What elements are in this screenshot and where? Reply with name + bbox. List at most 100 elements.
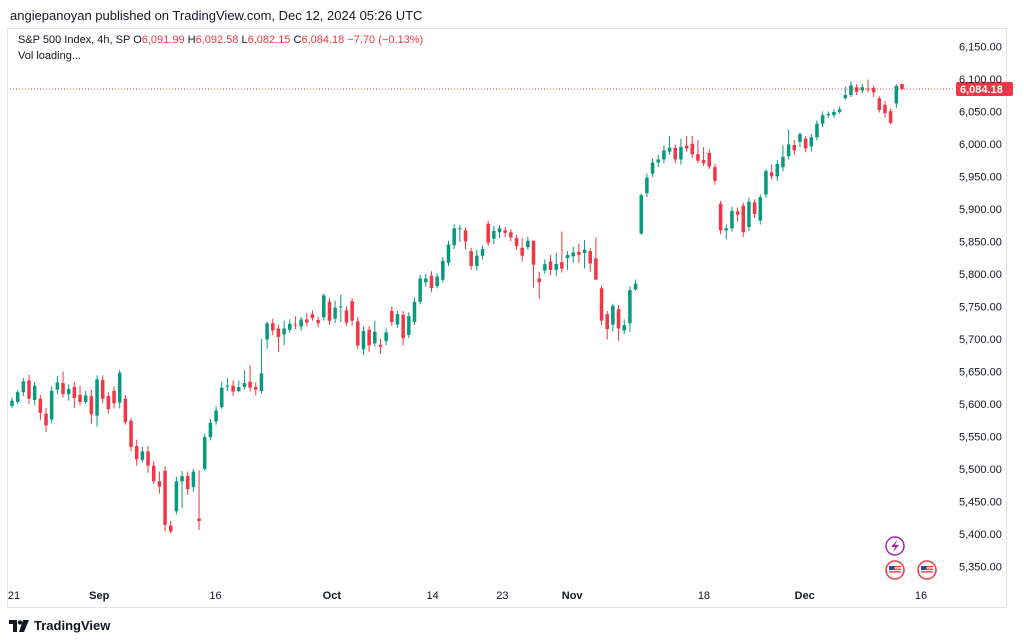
candle[interactable] [356, 316, 360, 350]
candle[interactable] [231, 380, 235, 397]
candle[interactable] [225, 377, 230, 391]
candle[interactable] [242, 370, 247, 390]
candle[interactable] [344, 306, 349, 326]
candle[interactable] [424, 273, 428, 287]
candle[interactable] [254, 382, 258, 396]
candle[interactable] [832, 109, 836, 118]
candle[interactable] [582, 240, 587, 269]
candle[interactable] [435, 273, 439, 289]
candle[interactable] [792, 139, 797, 155]
candle[interactable] [894, 83, 899, 109]
candle[interactable] [163, 466, 167, 532]
candle[interactable] [259, 338, 264, 394]
candle[interactable] [662, 145, 666, 164]
candle[interactable] [577, 243, 581, 263]
candle[interactable] [696, 139, 700, 164]
us-flag-icon[interactable] [917, 560, 937, 580]
candle[interactable] [707, 149, 712, 170]
candle[interactable] [310, 310, 315, 321]
candle[interactable] [168, 520, 173, 534]
candle[interactable] [129, 418, 133, 452]
candle[interactable] [537, 271, 541, 300]
candle[interactable] [401, 310, 405, 346]
candle[interactable] [395, 310, 400, 328]
candle[interactable] [236, 380, 241, 393]
candle[interactable] [718, 201, 723, 235]
candle[interactable] [543, 259, 547, 274]
candle[interactable] [180, 470, 184, 508]
candle[interactable] [78, 385, 82, 406]
candle[interactable] [605, 310, 609, 340]
candle[interactable] [565, 251, 570, 270]
candle[interactable] [271, 318, 275, 335]
candle[interactable] [288, 319, 292, 333]
candle[interactable] [883, 100, 887, 118]
lightning-icon[interactable] [885, 536, 905, 556]
candle[interactable] [276, 324, 281, 352]
candle[interactable] [106, 392, 111, 414]
candle[interactable] [441, 256, 445, 283]
candle[interactable] [32, 381, 37, 406]
candle[interactable] [463, 227, 468, 250]
candle[interactable] [860, 83, 865, 94]
candle[interactable] [611, 303, 615, 332]
candle[interactable] [452, 224, 456, 250]
tradingview-logo-icon[interactable] [9, 619, 29, 632]
candle[interactable] [713, 163, 717, 185]
candle[interactable] [628, 286, 632, 332]
candle[interactable] [826, 111, 831, 118]
candle[interactable] [412, 297, 417, 325]
candle[interactable] [599, 285, 604, 326]
candle[interactable] [594, 237, 598, 280]
candle[interactable] [390, 306, 394, 326]
candle[interactable] [639, 193, 643, 235]
candle[interactable] [837, 106, 842, 114]
candle[interactable] [418, 274, 422, 305]
candle[interactable] [83, 390, 88, 404]
candle[interactable] [752, 199, 757, 218]
candle[interactable] [208, 418, 213, 441]
candle[interactable] [185, 471, 190, 495]
candle[interactable] [157, 471, 162, 494]
candle[interactable] [44, 407, 48, 432]
candle[interactable] [854, 83, 859, 96]
candle[interactable] [548, 255, 553, 276]
candle[interactable] [650, 158, 655, 177]
candle[interactable] [61, 371, 65, 398]
candle[interactable] [492, 225, 496, 244]
candle[interactable] [526, 236, 530, 250]
candle[interactable] [100, 375, 105, 404]
candle[interactable] [514, 234, 519, 250]
candle[interactable] [305, 312, 309, 327]
us-flag-icon[interactable] [885, 560, 905, 580]
candle[interactable] [316, 316, 320, 328]
candle[interactable] [775, 160, 780, 181]
candle[interactable] [282, 320, 286, 346]
candle[interactable] [21, 377, 26, 397]
candle[interactable] [633, 279, 638, 291]
candle[interactable] [15, 389, 20, 404]
candle[interactable] [741, 202, 746, 237]
candle[interactable] [486, 220, 490, 246]
candle[interactable] [112, 386, 116, 409]
candle[interactable] [888, 108, 893, 125]
candle[interactable] [509, 228, 513, 242]
candle[interactable] [877, 96, 882, 113]
candle[interactable] [10, 397, 14, 408]
candle[interactable] [769, 164, 774, 180]
candle[interactable] [503, 227, 507, 238]
candle[interactable] [202, 433, 207, 471]
candle[interactable] [191, 468, 196, 492]
candle[interactable] [866, 79, 870, 93]
candle[interactable] [571, 246, 575, 263]
candle[interactable] [248, 364, 252, 392]
candle[interactable] [134, 439, 139, 466]
candle[interactable] [384, 328, 388, 346]
candle[interactable] [520, 238, 524, 262]
candle[interactable] [701, 147, 706, 166]
candle[interactable] [446, 240, 451, 267]
candle[interactable] [407, 312, 411, 339]
candle[interactable] [724, 224, 729, 240]
candle[interactable] [95, 375, 99, 427]
candle[interactable] [758, 194, 763, 225]
